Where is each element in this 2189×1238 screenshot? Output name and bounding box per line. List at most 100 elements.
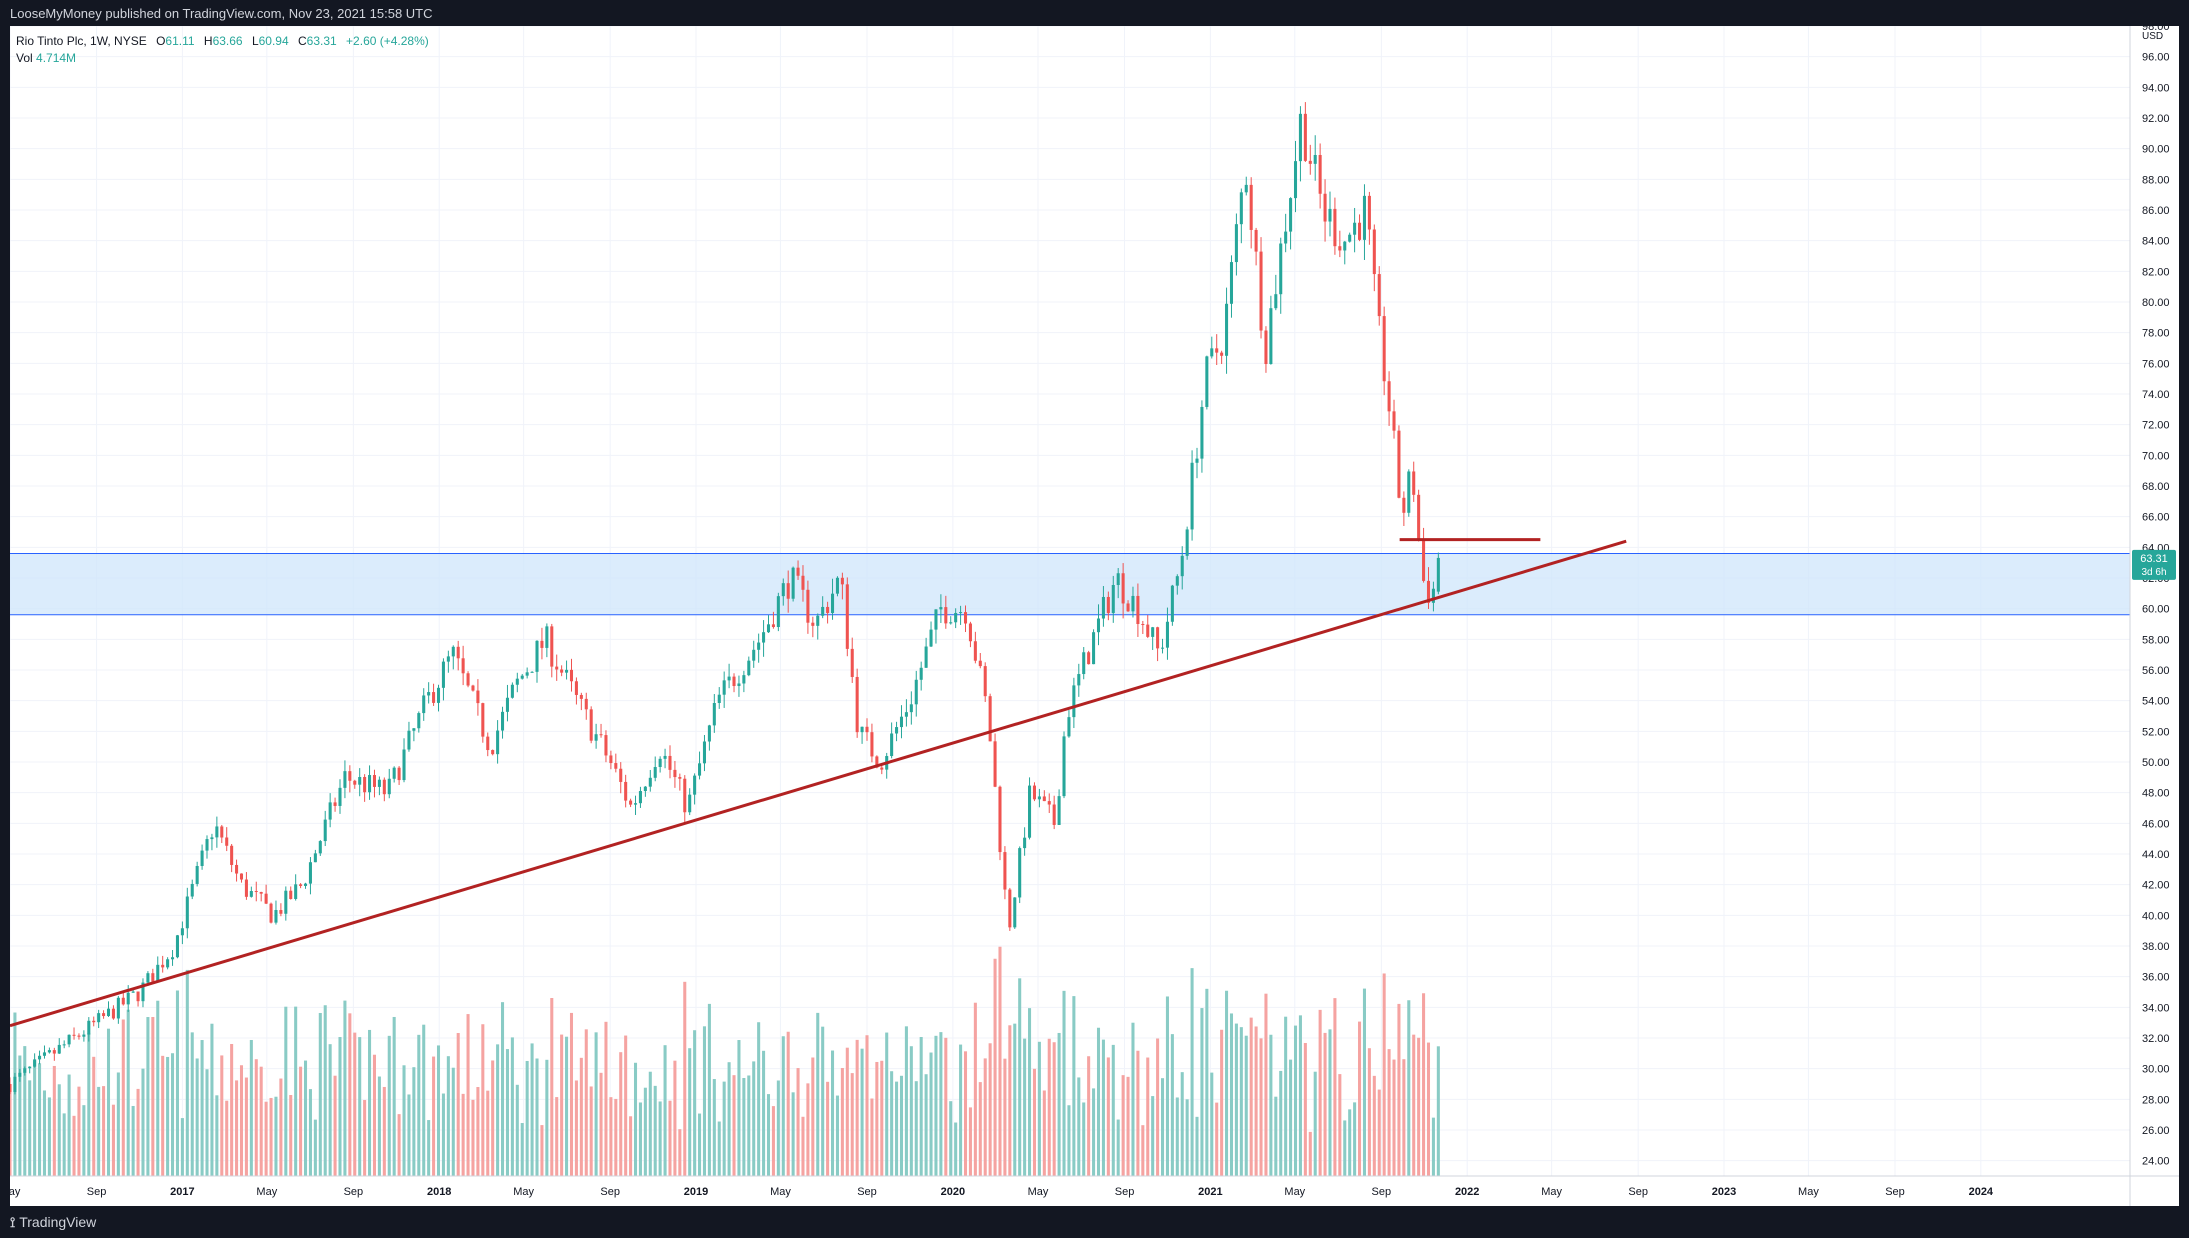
candle-body [737, 683, 741, 687]
candle-body [106, 1008, 111, 1017]
volume-bar [422, 1024, 426, 1176]
volume-bar [1328, 1029, 1332, 1176]
candle-body [92, 1020, 96, 1023]
candle-body [619, 768, 623, 782]
candle-body [1328, 208, 1332, 222]
candle-body [397, 767, 401, 781]
time-tick-label: Sep [344, 1186, 364, 1198]
volume-bar [801, 1116, 805, 1176]
candle-body [67, 1034, 71, 1045]
volume-bar [658, 1101, 662, 1176]
volume-bar [195, 1058, 199, 1176]
volume-bar [190, 1032, 194, 1176]
last-price-label: 63.31 [2140, 553, 2168, 565]
volume-bar [1254, 1026, 1258, 1176]
volume-bar [1180, 1072, 1184, 1176]
candle-body [1303, 113, 1307, 161]
volume-bar [816, 1012, 820, 1176]
price-tick-label: 32.00 [2142, 1033, 2170, 1045]
candle-body [259, 892, 263, 894]
chart-canvas[interactable]: 24.00 26.00 28.00 30.00 32.00 34.00 36.00 38.00… [10, 26, 2179, 1206]
volume-bar [1220, 1029, 1224, 1176]
candle-body [1343, 241, 1347, 251]
volume-bar [1382, 973, 1386, 1176]
candle-body [407, 730, 411, 750]
candle-body [175, 935, 179, 958]
candle-body [1131, 595, 1135, 612]
volume-bar [569, 1012, 574, 1176]
volume-bar [412, 1067, 416, 1176]
candle-body [333, 802, 337, 806]
candle-body [579, 694, 583, 699]
candle-body [1175, 576, 1179, 586]
candle-body [1387, 381, 1391, 412]
volume-bar [106, 1028, 111, 1176]
volume-bar [1362, 988, 1366, 1176]
volume-bar [831, 1050, 835, 1176]
candle-body [712, 702, 716, 726]
candle-body [1269, 308, 1273, 365]
candle-body [678, 777, 682, 779]
candle-body [422, 695, 426, 714]
volume-bar [737, 1040, 741, 1176]
volume-bar [693, 1030, 697, 1176]
time-tick-label: 2019 [684, 1186, 708, 1198]
candle-body [313, 853, 317, 863]
candle-body [116, 997, 120, 1019]
volume-bar [121, 1019, 125, 1176]
volume-bar [141, 1068, 145, 1176]
candle-body [535, 640, 539, 672]
candle-body [663, 755, 667, 759]
volume-bar [1037, 1041, 1041, 1176]
close-value: 63.31 [306, 34, 337, 48]
volume-bar [210, 1023, 214, 1176]
volume-bar [880, 1060, 884, 1176]
price-tick-label: 78.00 [2142, 328, 2170, 340]
volume-bar [397, 1114, 401, 1176]
volume-bar [323, 1005, 327, 1176]
volume-bar [983, 1058, 987, 1176]
volume-bar [284, 1006, 288, 1176]
volume-bar [1387, 1049, 1391, 1176]
support-zone [10, 552, 2130, 616]
volume-bar [1018, 978, 1022, 1176]
candle-body [501, 711, 505, 731]
candle-body [693, 775, 697, 795]
candle-body [1239, 192, 1243, 225]
candle-body [766, 624, 771, 633]
candle-body [811, 622, 815, 626]
volume-bar [1210, 1072, 1214, 1176]
volume-bar [1279, 1070, 1283, 1176]
candle-body [806, 589, 810, 623]
candle-body [821, 606, 825, 616]
candle-body [875, 756, 879, 768]
candle-body [338, 787, 342, 806]
volume-bar [42, 1090, 47, 1176]
volume-bar [786, 1031, 790, 1176]
volume-bar [1407, 1000, 1411, 1176]
candle-body [42, 1052, 47, 1056]
drawings[interactable] [10, 538, 1627, 1028]
time-tick-label: Sep [1885, 1186, 1905, 1198]
candle-body [412, 728, 416, 731]
candle-body [481, 703, 485, 737]
candle-body [550, 626, 554, 667]
candle-body [1190, 462, 1194, 530]
chart-frame[interactable]: 24.00 26.00 28.00 30.00 32.00 34.00 36.00 38.00… [10, 26, 2179, 1206]
tradingview-logo[interactable]: ⟟ TradingView [10, 1214, 96, 1231]
volume-bar [762, 1050, 766, 1176]
candle-body [47, 1050, 51, 1053]
candle-body [717, 694, 721, 703]
volume-bar [890, 1071, 894, 1176]
candle-body [762, 632, 766, 643]
candle-body [909, 704, 913, 713]
last-price-badge [2132, 549, 2176, 580]
ohlc-row: Rio Tinto Plc, 1W, NYSE O61.11 H63.66 L6… [16, 33, 429, 50]
candle-body [328, 802, 332, 820]
candle-body [1052, 804, 1056, 825]
candle-body [826, 606, 830, 614]
volume-bar [752, 1061, 756, 1176]
volume-bar [220, 1055, 224, 1176]
volume-bar [624, 1035, 628, 1176]
candle-body [1431, 588, 1435, 603]
